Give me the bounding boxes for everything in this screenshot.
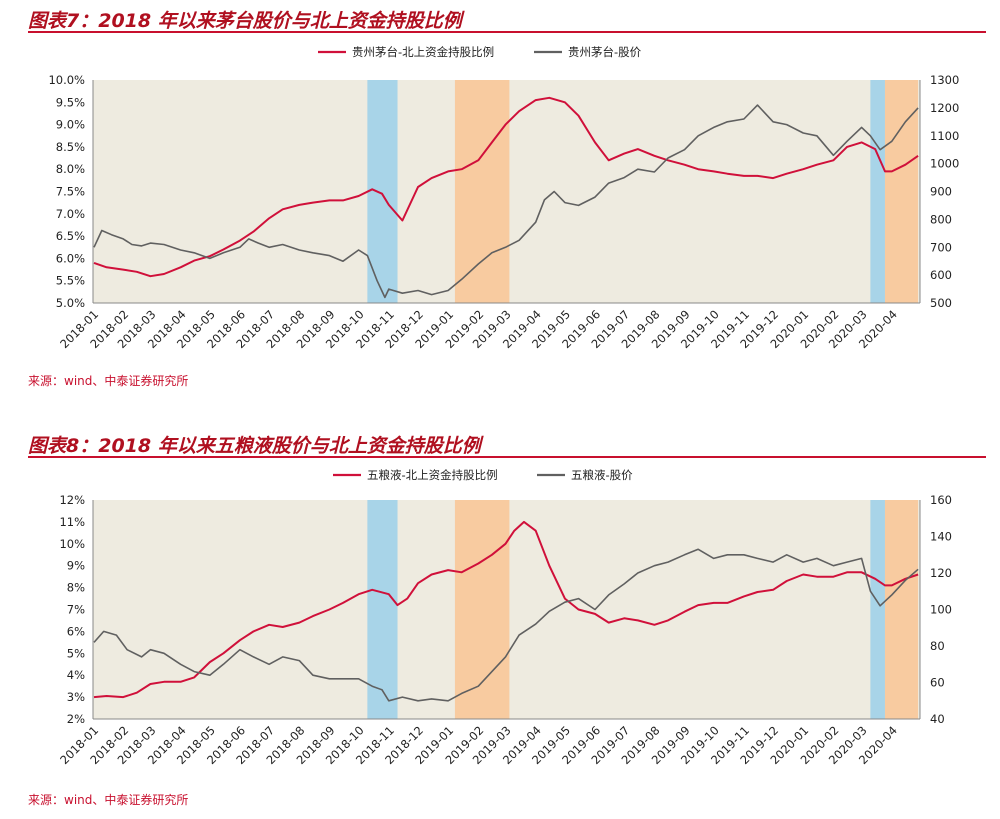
source-note: 来源：wind、中泰证券研究所 <box>28 374 189 388</box>
chart-title: 图表7：2018 年以来茅台股价与北上资金持股比例 <box>28 10 462 32</box>
source-note: 来源：wind、中泰证券研究所 <box>28 793 189 807</box>
y-left-tick-label: 5.5% <box>56 274 85 288</box>
highlight-band-blue <box>367 500 398 719</box>
y-right-tick-label: 500 <box>930 296 952 310</box>
y-right-tick-label: 40 <box>930 712 945 726</box>
y-left-tick-label: 3% <box>67 690 85 704</box>
y-left-tick-label: 7% <box>67 603 85 617</box>
y-right-tick-label: 140 <box>930 530 952 544</box>
chart-panel-1: 图表7：2018 年以来茅台股价与北上资金持股比例 5.0% 5.5% 6.0% 6.… <box>28 10 986 388</box>
highlight-band-blue <box>367 80 398 303</box>
y-left-tick-label: 7.5% <box>56 185 85 199</box>
y-right-tick-label: 1000 <box>930 157 959 171</box>
y-right-tick-label: 80 <box>930 639 945 653</box>
y-right-tick-label: 800 <box>930 212 952 226</box>
y-right-tick-label: 100 <box>930 603 952 617</box>
legend-label: 五粮液-北上资金持股比例 <box>367 468 498 482</box>
y-right-tick-label: 160 <box>930 493 952 507</box>
y-right-tick-label: 60 <box>930 676 945 690</box>
y-left-tick-label: 8.0% <box>56 162 85 176</box>
y-left-tick-label: 11% <box>59 515 85 529</box>
chart-svg: 5.0% 5.5% 6.0% 6.5% 7.0% 7.5% 8.0% 8.5% 9.0% 9.5%… <box>48 45 959 351</box>
y-right-tick-label: 600 <box>930 268 952 282</box>
series-line-stock-price <box>93 548 919 702</box>
y-left-tick-label: 9.0% <box>56 118 85 132</box>
y-left-tick-label: 4% <box>67 668 85 682</box>
legend-label: 贵州茅台-股价 <box>568 45 642 59</box>
y-left-tick-label: 10% <box>59 537 85 551</box>
series-line-stock-price <box>93 104 919 299</box>
chart-panel-2: 图表8：2018 年以来五粮液股价与北上资金持股比例 2% 3% 4% 5% 6% 7% 8… <box>0 425 1000 819</box>
highlight-band-orange <box>884 500 919 719</box>
y-left-tick-label: 9% <box>67 559 85 573</box>
highlight-band-orange <box>454 80 510 303</box>
y-left-tick-label: 5% <box>67 646 85 660</box>
title-divider <box>28 31 986 33</box>
legend-label: 五粮液-股价 <box>571 468 633 482</box>
y-left-tick-label: 2% <box>67 712 85 726</box>
y-left-tick-label: 7.0% <box>56 207 85 221</box>
title-divider <box>28 456 986 458</box>
y-left-tick-label: 6% <box>67 624 85 638</box>
y-right-tick-label: 120 <box>930 566 952 580</box>
highlight-band-orange <box>454 500 510 719</box>
y-right-tick-label: 1100 <box>930 129 959 143</box>
y-right-tick-label: 700 <box>930 240 952 254</box>
y-left-tick-label: 5.0% <box>56 296 85 310</box>
y-left-tick-label: 12% <box>59 493 85 507</box>
y-left-tick-label: 9.5% <box>56 95 85 109</box>
y-right-tick-label: 1300 <box>930 73 959 87</box>
highlight-band-orange <box>884 80 919 303</box>
series-line-holding-ratio <box>93 520 919 699</box>
highlight-band-blue <box>870 500 885 719</box>
chart-title: 图表8：2018 年以来五粮液股价与北上资金持股比例 <box>28 435 481 457</box>
y-right-tick-label: 1200 <box>930 101 959 115</box>
highlight-band-blue <box>870 80 885 303</box>
y-left-tick-label: 8.5% <box>56 140 85 154</box>
y-right-tick-label: 900 <box>930 185 952 199</box>
y-left-tick-label: 8% <box>67 581 85 595</box>
y-left-tick-label: 6.0% <box>56 251 85 265</box>
chart-svg: 2% 3% 4% 5% 6% 7% 8% 9% 10% 11% 12% 40 60 80 100 120 140… <box>57 468 952 767</box>
series-line-holding-ratio <box>93 96 919 278</box>
y-left-tick-label: 6.5% <box>56 229 85 243</box>
legend-label: 贵州茅台-北上资金持股比例 <box>352 45 494 59</box>
y-left-tick-label: 10.0% <box>48 73 85 87</box>
